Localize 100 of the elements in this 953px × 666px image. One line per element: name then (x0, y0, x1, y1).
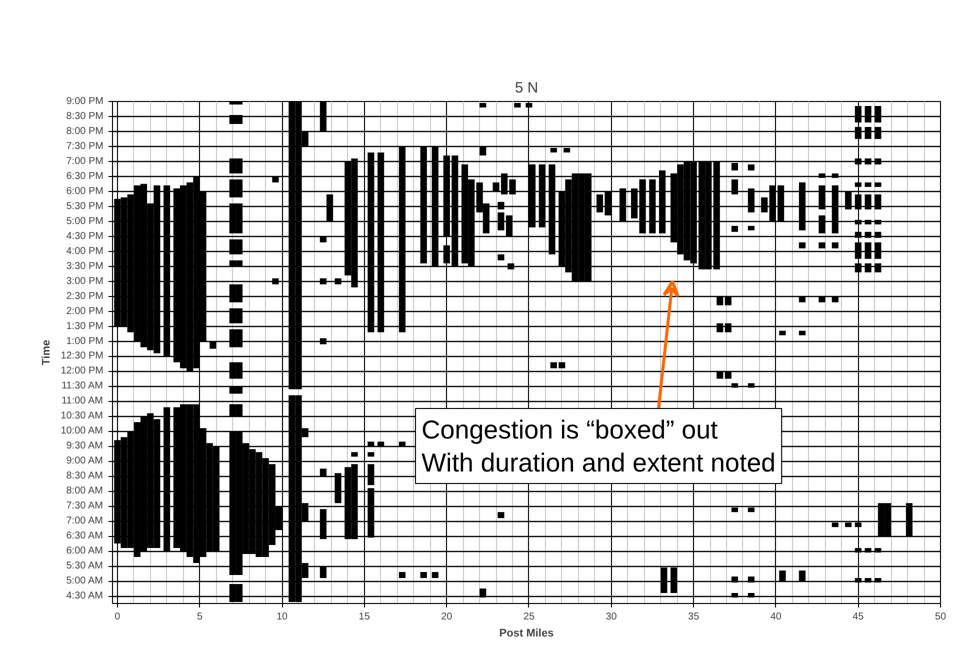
bar (378, 152, 384, 332)
y-tick-label: 8:00 AM (66, 486, 103, 497)
bar (420, 572, 427, 578)
bar (716, 296, 724, 306)
y-tick-label: 4:30 AM (66, 590, 103, 602)
y-tick-label: 2:00 PM (66, 306, 104, 317)
bar (874, 126, 882, 139)
bar (498, 202, 504, 210)
y-tick-label: 5:30 AM (66, 560, 103, 572)
bar (272, 176, 279, 182)
bar (874, 232, 882, 238)
y-tick-label: 1:00 PM (66, 336, 104, 347)
bar (864, 158, 872, 164)
bar (818, 242, 826, 248)
y-tick-label: 7:00 PM (66, 156, 104, 167)
bar (874, 548, 882, 553)
bar (818, 296, 826, 302)
bar (798, 330, 806, 336)
bar (874, 242, 882, 259)
y-tick-label: 4:30 PM (66, 230, 104, 242)
y-tick-label: 5:00 PM (66, 216, 104, 227)
bar (864, 232, 872, 238)
bar (748, 508, 754, 512)
bar (398, 572, 406, 578)
bar (832, 522, 838, 528)
bar (832, 242, 838, 248)
bar (320, 338, 326, 344)
bar (864, 194, 872, 210)
bar (906, 503, 913, 536)
y-tick-label: 7:30 AM (66, 500, 103, 512)
bar (272, 278, 279, 284)
bar (334, 473, 342, 504)
bar (731, 226, 738, 232)
bar (564, 148, 570, 152)
bar (368, 152, 374, 332)
bar (368, 488, 374, 538)
y-tick-label: 6:30 PM (66, 170, 104, 182)
bar (779, 330, 786, 336)
x-tick-label: 15 (358, 612, 370, 622)
x-tick-label: 30 (606, 612, 618, 622)
bar (368, 464, 374, 486)
bar (864, 126, 872, 139)
y-tick-label: 6:00 AM (66, 546, 103, 557)
y-tick-label: 2:30 PM (66, 290, 104, 302)
bar (731, 508, 738, 512)
bar (378, 442, 384, 446)
y-tick-label: 10:00 AM (60, 426, 103, 437)
bar (164, 185, 170, 356)
bar (818, 185, 826, 210)
bar (368, 452, 374, 457)
bar (724, 371, 732, 379)
x-tick-label: 40 (770, 612, 782, 622)
x-tick-label: 35 (688, 612, 700, 622)
bar (320, 468, 326, 476)
bar (164, 407, 170, 552)
bar (398, 146, 406, 332)
bar (548, 164, 556, 254)
bar (748, 226, 754, 230)
y-tick-label: 5:30 PM (66, 200, 104, 212)
bar (320, 509, 326, 540)
x-tick-label: 20 (441, 612, 453, 622)
chart-title: 5 N (514, 80, 538, 96)
y-tick-label: 5:00 AM (66, 576, 103, 587)
bar (432, 146, 438, 266)
bar (620, 188, 626, 222)
bar (320, 236, 326, 242)
y-tick-label: 6:00 PM (66, 186, 104, 197)
y-tick-label: 8:00 PM (66, 126, 104, 137)
bar (832, 185, 838, 234)
bar (748, 188, 754, 212)
y-tick-label: 9:00 PM (66, 96, 104, 107)
bar (368, 442, 374, 446)
bar (528, 164, 536, 228)
bar (398, 442, 406, 446)
bar (724, 296, 732, 306)
bar (798, 296, 806, 302)
bar (639, 179, 646, 234)
y-tick-label: 9:30 AM (66, 440, 103, 452)
bar (731, 179, 738, 194)
bar (779, 570, 786, 582)
bar (320, 278, 326, 284)
bar (748, 164, 754, 170)
y-tick-label: 11:00 AM (61, 396, 103, 407)
bar (874, 194, 882, 210)
bar (818, 215, 826, 234)
bar (432, 572, 438, 578)
y-tick-label: 12:30 PM (60, 350, 104, 362)
y-tick-label: 1:30 PM (66, 320, 104, 332)
y-tick-label: 9:00 AM (66, 456, 103, 467)
x-tick-label: 5 (196, 612, 203, 622)
y-tick-label: 3:00 PM (66, 276, 104, 287)
bar (550, 148, 557, 152)
bar (351, 452, 358, 457)
bar (480, 146, 486, 156)
bar (874, 158, 882, 164)
bar (845, 522, 852, 528)
bar (320, 566, 326, 578)
x-axis-title: Post Miles (499, 628, 554, 640)
bar (748, 383, 754, 388)
bar (660, 568, 668, 594)
